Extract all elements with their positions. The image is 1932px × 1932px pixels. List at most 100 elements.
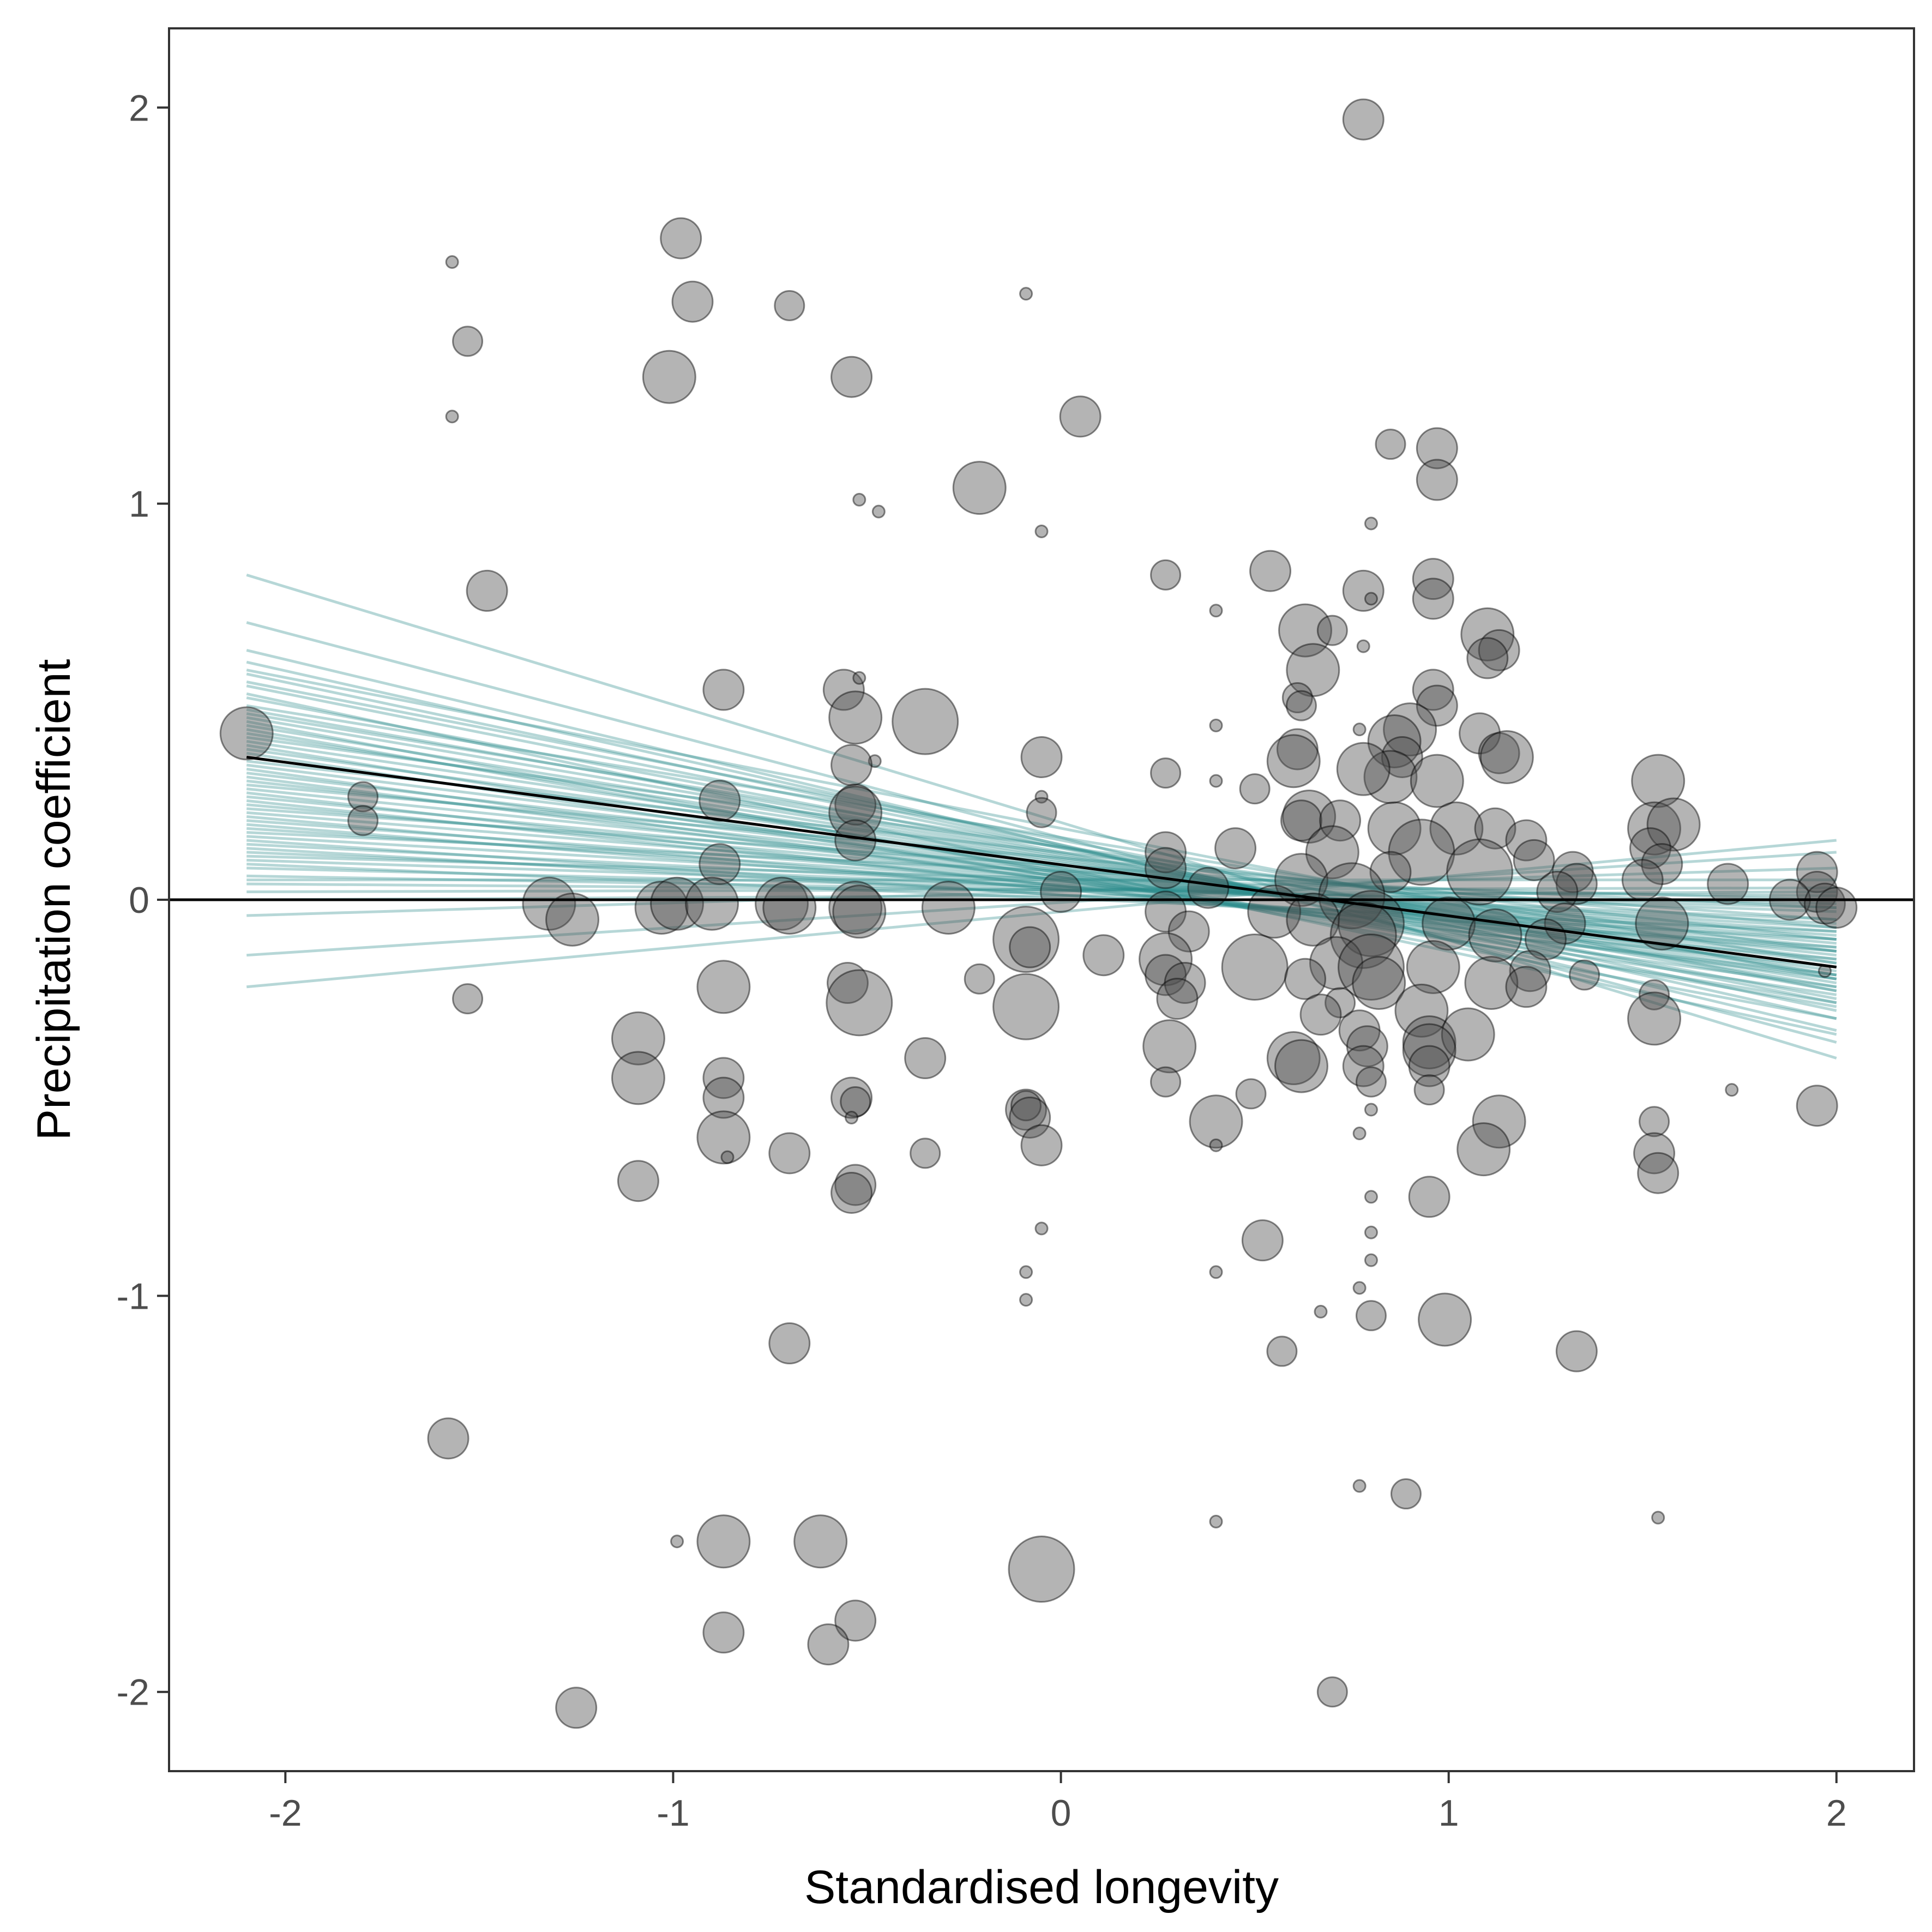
data-point	[1026, 797, 1057, 828]
data-point	[1352, 723, 1367, 737]
posterior-line	[246, 847, 1837, 941]
posterior-line	[246, 842, 1837, 925]
posterior-line	[246, 839, 1837, 949]
data-point	[1412, 577, 1454, 620]
data-point	[1040, 870, 1082, 913]
posterior-line	[246, 775, 1837, 980]
data-point	[445, 410, 459, 424]
data-point	[1803, 882, 1846, 925]
posterior-line	[246, 819, 1837, 937]
posterior-line	[246, 863, 1837, 933]
data-point	[1513, 839, 1555, 881]
data-point	[1338, 1009, 1381, 1052]
data-point	[992, 906, 1060, 973]
data-point	[1316, 615, 1348, 646]
data-point	[670, 1534, 684, 1549]
posterior-line	[246, 772, 1837, 961]
data-point	[427, 1417, 470, 1460]
data-point	[1410, 754, 1464, 808]
data-point	[952, 461, 1007, 515]
data-point	[642, 350, 696, 404]
data-point	[774, 290, 805, 321]
data-point	[1639, 979, 1670, 1010]
data-point	[702, 669, 745, 711]
x-tick-label: 2	[1826, 1792, 1847, 1834]
data-point	[852, 671, 866, 685]
posterior-line	[246, 882, 1837, 898]
data-point	[1408, 1045, 1450, 1087]
data-point	[720, 1150, 735, 1164]
data-point	[1319, 799, 1362, 842]
data-point	[1209, 1138, 1223, 1152]
data-point	[452, 983, 484, 1015]
data-point	[1388, 818, 1455, 886]
posterior-line	[246, 748, 1837, 973]
data-point	[762, 881, 817, 935]
data-point	[452, 326, 484, 357]
posterior-line	[246, 815, 1837, 961]
data-point	[1059, 395, 1102, 438]
x-tick-label: 0	[1051, 1792, 1072, 1834]
data-point	[992, 973, 1060, 1040]
data-point	[1034, 524, 1049, 538]
data-point	[1629, 827, 1671, 870]
data-point	[1209, 718, 1223, 732]
data-point	[1019, 1293, 1033, 1307]
x-tick-label: -2	[269, 1792, 302, 1834]
data-point	[696, 1110, 751, 1165]
data-point	[1383, 702, 1437, 757]
data-point	[1145, 890, 1187, 933]
data-point	[1815, 887, 1858, 929]
posterior-line	[246, 660, 1837, 1020]
data-point	[1352, 1281, 1367, 1295]
data-point	[1364, 1225, 1378, 1239]
data-point	[466, 569, 508, 612]
data-point	[1329, 901, 1397, 969]
posterior-line	[246, 783, 1837, 929]
x-axis-ticks: -2 -1 0 1 2	[269, 1771, 1847, 1834]
data-point	[1284, 958, 1327, 1000]
data-point	[1241, 1219, 1284, 1262]
data-point	[755, 876, 809, 931]
y-axis-ticks: -2 -1 0 1 2	[117, 87, 169, 1713]
data-point	[1416, 427, 1458, 470]
data-point	[347, 805, 379, 836]
data-point	[1460, 607, 1515, 661]
posterior-line	[246, 839, 1837, 989]
data-point	[822, 669, 865, 711]
data-point	[768, 1322, 811, 1365]
data-point	[1221, 933, 1289, 1001]
data-point	[834, 1599, 877, 1642]
data-point	[1412, 558, 1454, 600]
data-point	[1555, 863, 1598, 905]
data-point	[1478, 732, 1520, 774]
data-point	[1707, 863, 1749, 905]
data-point	[871, 504, 886, 519]
posterior-line	[246, 787, 1837, 953]
data-point	[1342, 569, 1385, 612]
data-point	[1034, 790, 1049, 804]
posterior-line	[246, 573, 1837, 1060]
x-axis-title: Standardised longevity	[804, 1861, 1279, 1913]
posterior-line	[246, 795, 1837, 949]
data-point	[1316, 1676, 1348, 1708]
data-point	[1635, 896, 1689, 951]
data-point	[1356, 639, 1370, 653]
y-tick-label: -2	[117, 1672, 149, 1713]
data-point	[1416, 684, 1458, 727]
data-point	[1536, 870, 1579, 913]
data-point	[1299, 994, 1342, 1036]
data-point	[1145, 831, 1187, 874]
data-point	[1285, 690, 1317, 721]
data-point	[1266, 734, 1321, 789]
posterior-line	[246, 851, 1837, 921]
data-point	[834, 784, 877, 826]
data-point	[1266, 1335, 1298, 1367]
posterior-line	[246, 835, 1837, 929]
data-point	[1156, 978, 1199, 1020]
data-point	[1189, 1094, 1243, 1149]
data-point	[634, 881, 689, 935]
y-tick-label: 1	[129, 484, 149, 525]
data-points	[219, 98, 1858, 1729]
data-point	[1459, 712, 1501, 755]
